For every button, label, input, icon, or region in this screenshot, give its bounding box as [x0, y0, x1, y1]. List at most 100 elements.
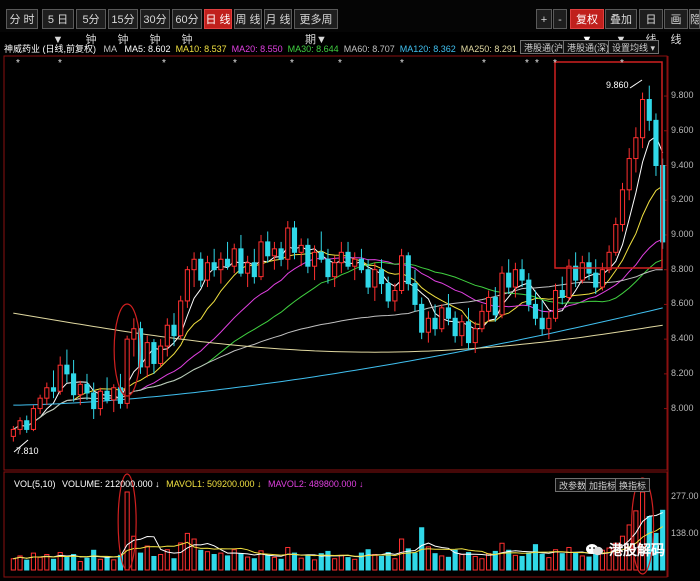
zoom-out-button[interactable]: -	[553, 9, 567, 29]
mavol1-value: MAVOL1: 509200.000 ↓	[166, 479, 262, 489]
candle-body	[305, 244, 311, 267]
volume-bar	[224, 555, 231, 571]
zoom-in-button[interactable]: +	[536, 9, 552, 29]
volume-bar	[111, 559, 117, 571]
volume-bar	[372, 554, 378, 571]
volume-bar	[492, 550, 498, 571]
period-button-15min[interactable]: 15分钟	[108, 9, 138, 46]
candle-body	[151, 342, 157, 364]
event-marker-7: *	[482, 58, 486, 69]
volume-bar	[532, 544, 539, 571]
switch-indicator-button[interactable]: 换指标	[615, 478, 651, 492]
edit-params-button[interactable]: 改参数	[555, 478, 591, 492]
candle-body	[144, 342, 150, 368]
event-marker-11: *	[620, 58, 624, 69]
event-marker-0: *	[16, 58, 20, 69]
candle-body	[439, 307, 445, 330]
volume-bar	[10, 558, 16, 571]
volume-ma-line-5	[13, 512, 663, 560]
period-button-5day[interactable]: 5 日▼	[42, 9, 74, 46]
set-ma-button[interactable]: 设置均线 ▾	[608, 40, 660, 54]
volume-bar	[158, 554, 164, 571]
volume-bar	[452, 549, 458, 571]
price-tick-4: 9.000	[671, 228, 694, 239]
event-marker-9: *	[535, 58, 539, 69]
hide-dropdown[interactable]: 隐藏▼	[689, 9, 700, 29]
candle-body	[492, 296, 498, 316]
ma-line-ma120	[13, 307, 663, 406]
candle-body	[613, 224, 619, 253]
period-button-5min[interactable]: 5分钟	[76, 9, 106, 46]
volume-bar	[378, 555, 385, 571]
stock-name: 神威药业 (日线,前复权)	[4, 44, 96, 54]
candle-body	[171, 324, 177, 337]
volume-bar	[258, 550, 264, 571]
volume-bar	[198, 549, 204, 571]
breakout-box	[554, 61, 663, 269]
daily-line-button[interactable]: 日 线	[639, 9, 663, 46]
price-tick-0: 9.800	[671, 90, 694, 101]
period-button-daily[interactable]: 日 线	[204, 9, 232, 29]
candle-body	[104, 390, 110, 401]
candle-body	[392, 290, 398, 302]
candle-body	[245, 262, 251, 274]
price-tick-5: 8.800	[671, 263, 694, 274]
volume-bar	[392, 558, 398, 571]
volume-bar	[171, 558, 177, 571]
high-price-label: 9.860	[606, 80, 629, 90]
price-tick-7: 8.400	[671, 333, 694, 344]
overlay-dropdown[interactable]: 叠加▼	[605, 9, 637, 46]
event-marker-8: *	[525, 58, 529, 69]
candle-body	[653, 119, 659, 166]
more-periods-dropdown[interactable]: 更多周期▼	[294, 9, 338, 46]
volume-bar	[385, 552, 391, 571]
rally-ellipse-price	[113, 303, 141, 397]
event-marker-1: *	[58, 58, 62, 69]
candle-body	[178, 300, 184, 337]
candle-body	[506, 272, 512, 288]
volume-bar	[238, 553, 244, 571]
candle-body	[30, 408, 37, 430]
adjust-rights-dropdown[interactable]: 复权▼	[570, 9, 604, 46]
candle-body	[352, 258, 358, 267]
price-tick-2: 9.400	[671, 159, 694, 170]
candle-body	[472, 328, 478, 344]
volume-bar	[325, 550, 331, 571]
period-button-weekly[interactable]: 周 线	[234, 9, 262, 29]
candle-body	[164, 324, 170, 347]
candle-body	[425, 317, 431, 333]
volume-bar	[131, 535, 137, 571]
candle-body	[646, 99, 652, 121]
draw-line-button[interactable]: 画 线	[664, 9, 688, 46]
candle-body	[573, 265, 579, 281]
candle-body	[137, 328, 144, 368]
volume-bar	[405, 548, 411, 571]
candle-body	[204, 262, 211, 281]
volume-bar	[559, 553, 565, 571]
hk-connect-sz-button[interactable]: 港股通(深)	[563, 40, 613, 54]
period-button-60min[interactable]: 60分钟	[172, 9, 202, 46]
watermark: 港股解码	[585, 540, 665, 560]
volume-bar	[77, 561, 83, 571]
candle-body	[191, 258, 197, 271]
volume-bar	[184, 532, 190, 571]
volume-bar	[265, 554, 271, 571]
candle-body	[365, 269, 371, 288]
period-button-30min[interactable]: 30分钟	[140, 9, 170, 46]
candle-body	[117, 387, 124, 404]
period-toolbar: 分 时 5 日▼ 5分钟 15分钟 30分钟 60分钟 日 线 周 线 月 线 …	[0, 0, 700, 46]
ma-value-2: MA20: 8.550	[231, 44, 283, 54]
candle-body	[546, 317, 552, 330]
volume-bar	[432, 553, 438, 571]
period-button-monthly[interactable]: 月 线	[264, 9, 292, 29]
ma-value-4: MA60: 8.707	[343, 44, 395, 54]
volume-bar	[144, 545, 150, 571]
volume-bar	[425, 546, 431, 571]
price-tick-6: 8.600	[671, 298, 694, 309]
volume-bar	[24, 559, 30, 571]
period-button-intraday[interactable]: 分 时	[6, 9, 38, 29]
volume-axis-top: 277.00	[671, 491, 699, 501]
candle-body	[512, 269, 518, 288]
candle-body	[519, 269, 525, 281]
candle-body	[198, 258, 204, 281]
